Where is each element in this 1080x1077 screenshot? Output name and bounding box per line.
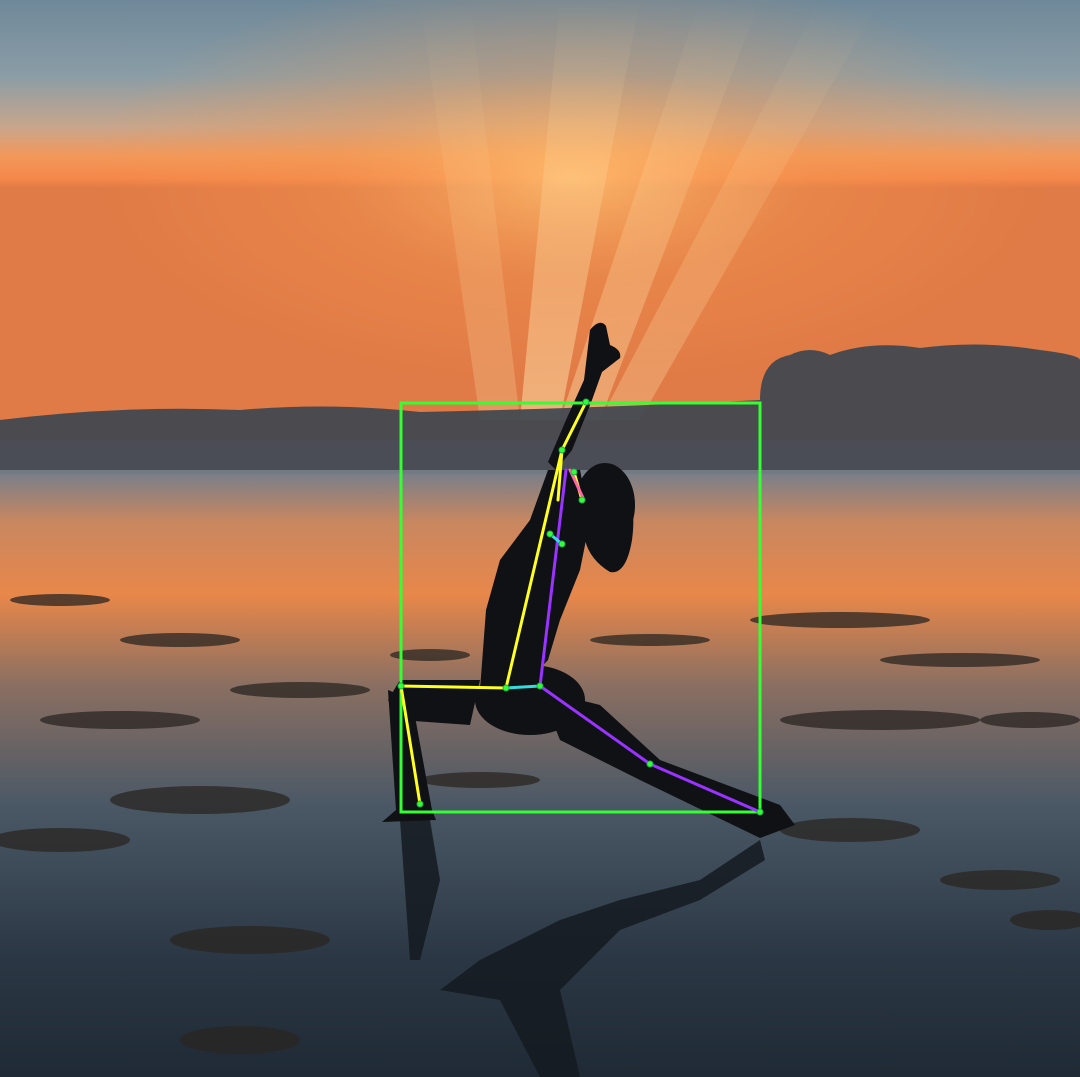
limb-left-shin bbox=[399, 684, 422, 806]
keypoint bbox=[570, 468, 578, 476]
limb-right-shin bbox=[648, 762, 762, 814]
limb-hip-line bbox=[504, 684, 542, 690]
keypoint bbox=[558, 446, 566, 454]
keypoint bbox=[397, 682, 405, 690]
sun-rays bbox=[420, 0, 880, 420]
keypoint bbox=[502, 684, 510, 692]
clouds bbox=[0, 344, 1080, 470]
limb-left-torso bbox=[504, 448, 564, 690]
limb-right-torso bbox=[538, 468, 568, 688]
keypoint bbox=[558, 540, 566, 548]
keypoint bbox=[582, 398, 590, 406]
keypoint bbox=[756, 808, 764, 816]
pose-skeleton bbox=[399, 400, 762, 814]
keypoint bbox=[646, 760, 654, 768]
silhouette-reflection bbox=[400, 820, 765, 1077]
pose-keypoints bbox=[397, 398, 764, 816]
limb-left-arm-upper bbox=[560, 400, 588, 452]
mud-patches bbox=[0, 594, 1080, 1054]
keypoint bbox=[416, 800, 424, 808]
keypoint bbox=[578, 496, 586, 504]
limb-right-thigh bbox=[538, 684, 652, 766]
limb-left-thigh bbox=[399, 684, 508, 690]
keypoint bbox=[536, 682, 544, 690]
keypoint bbox=[546, 530, 554, 538]
person-bbox bbox=[399, 401, 762, 814]
